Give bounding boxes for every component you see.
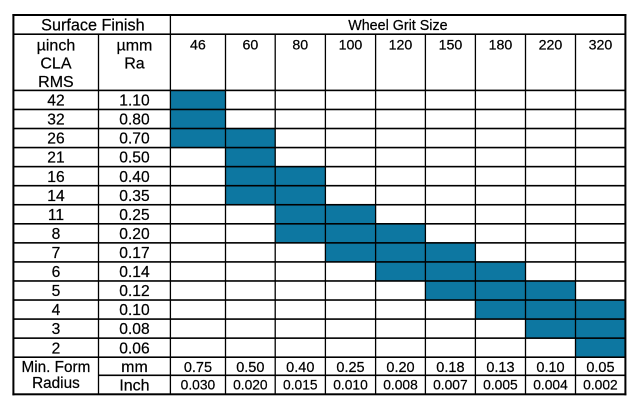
svg-text:0.05: 0.05	[586, 360, 614, 376]
svg-text:0.14: 0.14	[119, 264, 150, 281]
svg-text:14: 14	[47, 188, 65, 205]
svg-text:µmm: µmm	[117, 38, 153, 55]
svg-text:0.35: 0.35	[119, 188, 150, 205]
svg-text:42: 42	[47, 93, 64, 110]
svg-text:0.004: 0.004	[533, 378, 568, 393]
svg-text:0.80: 0.80	[119, 112, 150, 129]
svg-text:2: 2	[52, 340, 61, 357]
svg-text:0.010: 0.010	[333, 378, 368, 393]
svg-text:320: 320	[589, 37, 613, 53]
svg-text:0.030: 0.030	[181, 378, 216, 393]
svg-text:8: 8	[52, 226, 61, 243]
svg-text:Surface Finish: Surface Finish	[41, 17, 144, 35]
svg-text:180: 180	[489, 37, 513, 53]
svg-text:60: 60	[242, 37, 258, 53]
svg-text:16: 16	[47, 169, 64, 186]
svg-text:32: 32	[47, 112, 64, 129]
svg-text:0.20: 0.20	[119, 226, 150, 243]
svg-text:21: 21	[47, 150, 64, 167]
svg-text:Inch: Inch	[119, 378, 149, 395]
svg-text:0.015: 0.015	[283, 378, 318, 393]
svg-text:0.10: 0.10	[536, 360, 564, 376]
svg-text:0.008: 0.008	[383, 378, 418, 393]
svg-text:Radius: Radius	[32, 375, 80, 392]
svg-text:11: 11	[48, 207, 64, 224]
svg-text:150: 150	[439, 37, 463, 53]
svg-text:7: 7	[52, 245, 61, 262]
svg-text:26: 26	[47, 131, 64, 148]
svg-text:100: 100	[339, 37, 363, 53]
svg-text:0.70: 0.70	[119, 131, 150, 148]
svg-text:0.17: 0.17	[119, 245, 149, 262]
svg-text:0.50: 0.50	[236, 360, 264, 376]
svg-text:0.12: 0.12	[119, 283, 149, 300]
svg-text:1.10: 1.10	[119, 93, 150, 110]
svg-text:0.75: 0.75	[184, 360, 212, 376]
svg-text:6: 6	[52, 264, 61, 281]
svg-text:220: 220	[539, 37, 563, 53]
svg-text:0.50: 0.50	[119, 150, 150, 167]
svg-text:0.25: 0.25	[119, 207, 150, 224]
svg-text:0.18: 0.18	[436, 360, 464, 376]
svg-text:RMS: RMS	[38, 74, 74, 91]
svg-text:0.40: 0.40	[119, 169, 150, 186]
svg-text:Min. Form: Min. Form	[22, 359, 91, 376]
svg-text:0.10: 0.10	[119, 302, 150, 319]
svg-text:0.20: 0.20	[386, 360, 414, 376]
svg-text:0.002: 0.002	[583, 378, 618, 393]
svg-text:0.020: 0.020	[233, 378, 268, 393]
svg-text:0.007: 0.007	[433, 378, 468, 393]
svg-text:120: 120	[389, 37, 413, 53]
svg-text:0.06: 0.06	[119, 340, 149, 357]
svg-text:mm: mm	[121, 359, 148, 376]
svg-text:80: 80	[292, 37, 308, 53]
svg-text:Wheel Grit Size: Wheel Grit Size	[348, 18, 447, 34]
svg-text:CLA: CLA	[40, 55, 71, 72]
svg-text:3: 3	[52, 321, 61, 338]
svg-text:5: 5	[52, 283, 61, 300]
svg-text:0.25: 0.25	[336, 360, 364, 376]
svg-text:0.08: 0.08	[119, 321, 149, 338]
svg-text:46: 46	[190, 37, 206, 53]
svg-text:Ra: Ra	[124, 55, 145, 72]
svg-text:0.005: 0.005	[483, 378, 518, 393]
svg-text:0.13: 0.13	[486, 360, 514, 376]
svg-text:0.40: 0.40	[286, 360, 314, 376]
svg-text:µinch: µinch	[37, 38, 76, 55]
svg-text:4: 4	[52, 302, 61, 319]
